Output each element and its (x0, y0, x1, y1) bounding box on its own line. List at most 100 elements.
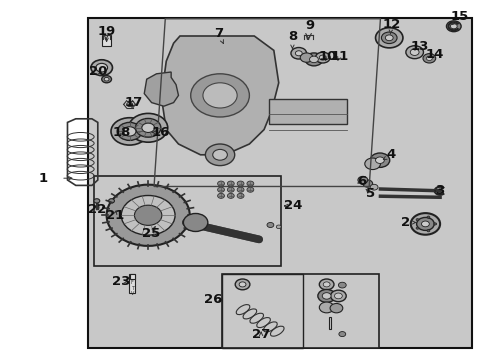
Circle shape (415, 227, 418, 229)
Circle shape (319, 55, 325, 60)
Circle shape (108, 199, 114, 203)
Text: 4: 4 (386, 148, 395, 161)
Text: 2: 2 (401, 216, 409, 229)
Circle shape (217, 187, 224, 192)
Circle shape (239, 282, 245, 287)
Text: 26: 26 (203, 293, 222, 306)
Text: 18: 18 (112, 126, 130, 139)
Text: 22: 22 (87, 203, 106, 216)
Circle shape (381, 32, 396, 44)
Circle shape (183, 213, 207, 231)
Circle shape (106, 185, 189, 246)
Text: 10: 10 (318, 50, 336, 63)
Circle shape (235, 279, 249, 290)
Circle shape (426, 216, 429, 218)
Circle shape (227, 193, 234, 198)
Circle shape (449, 24, 456, 29)
Bar (222, 274, 303, 348)
Circle shape (315, 52, 329, 63)
Circle shape (104, 77, 109, 81)
Circle shape (322, 293, 330, 299)
Circle shape (135, 118, 161, 137)
Circle shape (126, 102, 132, 107)
Bar (129, 274, 135, 293)
Circle shape (142, 123, 154, 132)
Text: 5: 5 (366, 187, 374, 200)
Circle shape (190, 74, 249, 117)
Text: F
T
V: F T V (130, 280, 134, 296)
Bar (94, 176, 281, 266)
Circle shape (375, 28, 402, 48)
Circle shape (300, 53, 312, 62)
Circle shape (426, 56, 431, 60)
Polygon shape (144, 72, 178, 106)
Circle shape (357, 176, 367, 184)
Circle shape (323, 282, 329, 287)
Circle shape (111, 118, 148, 145)
Circle shape (409, 49, 418, 55)
Circle shape (276, 225, 281, 229)
Circle shape (329, 303, 342, 313)
Circle shape (290, 48, 306, 59)
Circle shape (212, 149, 227, 160)
Circle shape (94, 199, 100, 203)
Circle shape (246, 187, 253, 192)
Text: 3: 3 (435, 184, 444, 197)
Circle shape (375, 157, 384, 163)
Circle shape (338, 332, 345, 337)
Bar (102, 35, 110, 46)
Text: 11: 11 (329, 50, 348, 63)
Bar (130, 274, 135, 279)
Circle shape (121, 195, 175, 235)
Circle shape (433, 223, 436, 225)
Circle shape (422, 54, 435, 63)
Circle shape (364, 158, 380, 170)
Circle shape (266, 222, 273, 228)
Circle shape (309, 56, 318, 63)
Circle shape (334, 293, 342, 299)
Text: 17: 17 (124, 96, 143, 109)
Text: 19: 19 (97, 25, 116, 38)
Circle shape (415, 219, 418, 221)
Circle shape (410, 213, 439, 235)
Circle shape (305, 53, 322, 66)
Bar (222, 274, 378, 348)
Circle shape (205, 144, 234, 166)
Circle shape (102, 76, 111, 83)
Circle shape (319, 302, 333, 313)
Text: 7: 7 (214, 27, 223, 40)
Circle shape (385, 35, 392, 41)
Text: 8: 8 (287, 30, 296, 42)
Circle shape (237, 181, 244, 186)
Text: 15: 15 (449, 10, 468, 23)
Circle shape (128, 113, 167, 142)
Text: 14: 14 (425, 48, 444, 61)
Circle shape (295, 51, 302, 56)
Text: 20: 20 (88, 65, 107, 78)
Circle shape (134, 205, 162, 225)
Circle shape (362, 180, 372, 187)
Circle shape (227, 181, 234, 186)
Circle shape (317, 289, 335, 302)
Circle shape (369, 153, 389, 167)
Circle shape (227, 187, 234, 192)
Text: 6: 6 (357, 175, 366, 188)
Circle shape (217, 193, 224, 198)
Circle shape (91, 60, 112, 76)
Circle shape (203, 83, 237, 108)
Circle shape (421, 221, 428, 227)
Bar (268, 99, 346, 124)
Text: 21: 21 (105, 209, 124, 222)
Circle shape (217, 181, 224, 186)
Circle shape (117, 122, 142, 140)
Text: 1: 1 (39, 172, 47, 185)
Text: 16: 16 (151, 126, 169, 139)
Text: 25: 25 (142, 227, 161, 240)
Circle shape (319, 279, 333, 290)
Text: 23: 23 (112, 275, 130, 288)
Circle shape (426, 230, 429, 232)
Circle shape (416, 217, 433, 230)
Text: 9: 9 (305, 19, 314, 32)
Bar (328, 317, 330, 329)
Circle shape (123, 127, 136, 136)
